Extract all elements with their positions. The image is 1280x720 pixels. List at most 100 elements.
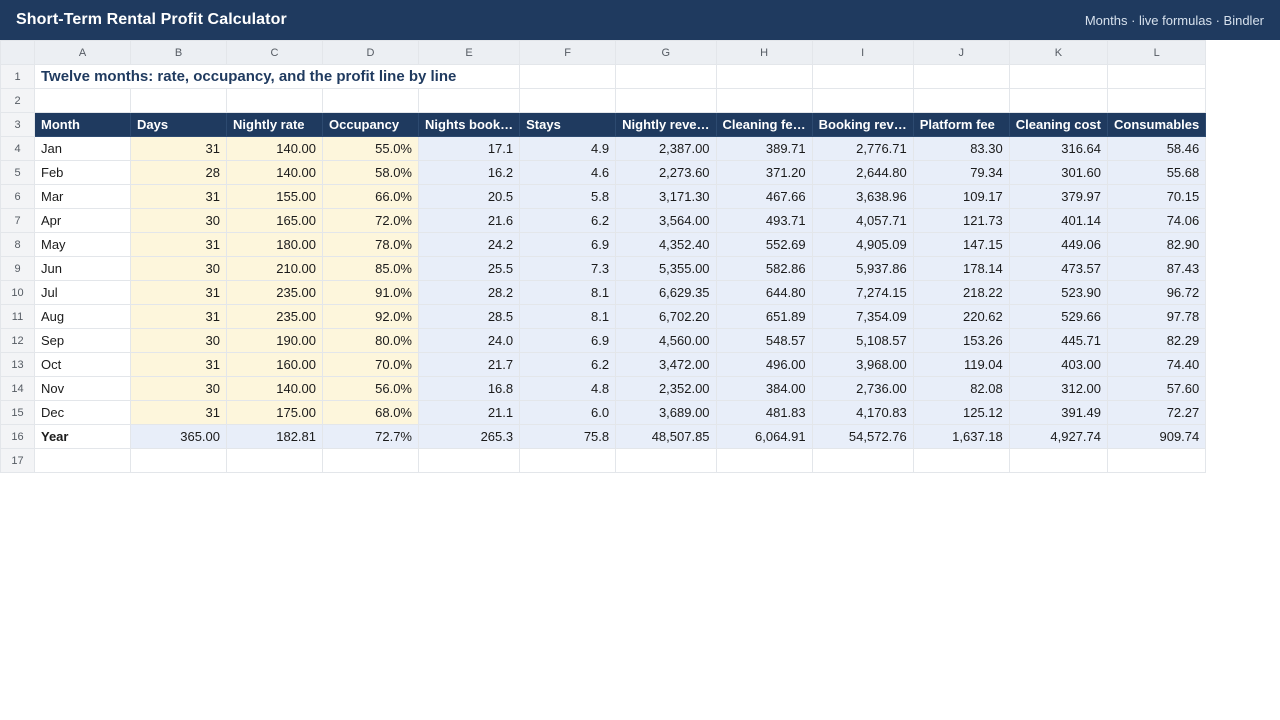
table-header-cell[interactable]: Days (130, 112, 227, 137)
data-cell[interactable]: 6.0 (519, 400, 617, 425)
data-cell[interactable]: 529.66 (1008, 304, 1109, 329)
data-cell[interactable]: 552.69 (715, 232, 813, 257)
data-cell[interactable]: 384.00 (715, 376, 813, 401)
month-cell[interactable]: May (34, 232, 131, 257)
table-header-cell[interactable]: Cleaning cost (1008, 112, 1109, 137)
data-cell[interactable]: 109.17 (912, 184, 1010, 209)
data-cell[interactable]: 8.1 (519, 304, 617, 329)
data-cell[interactable]: 6.9 (519, 328, 617, 353)
table-header-cell[interactable]: Nightly reve… (615, 112, 717, 137)
cell[interactable] (912, 88, 1010, 113)
cell[interactable] (1008, 88, 1109, 113)
cell[interactable] (34, 448, 131, 473)
data-cell[interactable]: 6.2 (519, 352, 617, 377)
data-cell[interactable]: 31 (130, 400, 227, 425)
data-cell[interactable]: 312.00 (1008, 376, 1109, 401)
data-cell[interactable]: 80.0% (322, 328, 419, 353)
select-all-corner[interactable] (0, 40, 35, 65)
table-header-cell[interactable]: Month (34, 112, 131, 137)
data-cell[interactable]: 523.90 (1008, 280, 1109, 305)
data-cell[interactable]: 210.00 (226, 256, 323, 281)
data-cell[interactable]: 55.68 (1106, 160, 1207, 185)
row-number[interactable]: 15 (0, 400, 35, 425)
total-cell[interactable]: 4,927.74 (1008, 424, 1109, 449)
data-cell[interactable]: 30 (130, 376, 227, 401)
data-cell[interactable]: 58.46 (1106, 136, 1207, 161)
column-header[interactable]: G (615, 40, 717, 65)
data-cell[interactable]: 3,564.00 (615, 208, 717, 233)
data-cell[interactable]: 82.08 (912, 376, 1010, 401)
table-header-cell[interactable]: Cleaning fe… (715, 112, 813, 137)
data-cell[interactable]: 6.9 (519, 232, 617, 257)
data-cell[interactable]: 72.27 (1106, 400, 1207, 425)
data-cell[interactable]: 473.57 (1008, 256, 1109, 281)
row-number[interactable]: 4 (0, 136, 35, 161)
data-cell[interactable]: 25.5 (417, 256, 521, 281)
total-cell[interactable]: 72.7% (322, 424, 419, 449)
data-cell[interactable]: 79.34 (912, 160, 1010, 185)
row-number[interactable]: 8 (0, 232, 35, 257)
data-cell[interactable]: 91.0% (322, 280, 419, 305)
data-cell[interactable]: 28.2 (417, 280, 521, 305)
table-header-cell[interactable]: Stays (519, 112, 617, 137)
month-cell[interactable]: Oct (34, 352, 131, 377)
row-number[interactable]: 10 (0, 280, 35, 305)
cell[interactable] (322, 88, 419, 113)
table-header-cell[interactable]: Booking rev… (811, 112, 914, 137)
cell[interactable] (715, 448, 813, 473)
data-cell[interactable]: 3,171.30 (615, 184, 717, 209)
cell[interactable] (1106, 64, 1207, 89)
total-cell[interactable]: 909.74 (1106, 424, 1207, 449)
column-header[interactable]: A (34, 40, 131, 65)
data-cell[interactable]: 147.15 (912, 232, 1010, 257)
data-cell[interactable]: 5.8 (519, 184, 617, 209)
data-cell[interactable]: 21.1 (417, 400, 521, 425)
data-cell[interactable]: 4,057.71 (811, 208, 914, 233)
column-header[interactable]: H (715, 40, 813, 65)
total-cell[interactable]: 365.00 (130, 424, 227, 449)
cell[interactable] (615, 448, 717, 473)
data-cell[interactable]: 379.97 (1008, 184, 1109, 209)
total-cell[interactable]: 265.3 (417, 424, 521, 449)
row-number[interactable]: 11 (0, 304, 35, 329)
cell[interactable] (715, 64, 813, 89)
data-cell[interactable]: 5,108.57 (811, 328, 914, 353)
cell[interactable] (912, 64, 1010, 89)
data-cell[interactable]: 78.0% (322, 232, 419, 257)
column-header[interactable]: K (1008, 40, 1109, 65)
data-cell[interactable]: 6,702.20 (615, 304, 717, 329)
month-cell[interactable]: Jun (34, 256, 131, 281)
column-header[interactable]: E (417, 40, 521, 65)
data-cell[interactable]: 119.04 (912, 352, 1010, 377)
data-cell[interactable]: 140.00 (226, 376, 323, 401)
data-cell[interactable]: 68.0% (322, 400, 419, 425)
column-header[interactable]: F (519, 40, 617, 65)
cell[interactable] (130, 448, 227, 473)
data-cell[interactable]: 31 (130, 280, 227, 305)
data-cell[interactable]: 316.64 (1008, 136, 1109, 161)
data-cell[interactable]: 82.29 (1106, 328, 1207, 353)
table-header-cell[interactable]: Occupancy (322, 112, 419, 137)
row-number[interactable]: 6 (0, 184, 35, 209)
data-cell[interactable]: 31 (130, 136, 227, 161)
data-cell[interactable]: 85.0% (322, 256, 419, 281)
data-cell[interactable]: 16.8 (417, 376, 521, 401)
data-cell[interactable]: 401.14 (1008, 208, 1109, 233)
data-cell[interactable]: 30 (130, 256, 227, 281)
sheet-title[interactable]: Twelve months: rate, occupancy, and the … (33, 64, 521, 89)
cell[interactable] (519, 88, 617, 113)
data-cell[interactable]: 92.0% (322, 304, 419, 329)
row-number[interactable]: 17 (0, 448, 35, 473)
data-cell[interactable]: 4,352.40 (615, 232, 717, 257)
data-cell[interactable]: 3,689.00 (615, 400, 717, 425)
cell[interactable] (811, 64, 914, 89)
cell[interactable] (615, 64, 717, 89)
total-cell[interactable]: 75.8 (519, 424, 617, 449)
cell[interactable] (226, 88, 323, 113)
data-cell[interactable]: 96.72 (1106, 280, 1207, 305)
data-cell[interactable]: 3,638.96 (811, 184, 914, 209)
data-cell[interactable]: 5,355.00 (615, 256, 717, 281)
data-cell[interactable]: 2,776.71 (811, 136, 914, 161)
data-cell[interactable]: 16.2 (417, 160, 521, 185)
data-cell[interactable]: 548.57 (715, 328, 813, 353)
